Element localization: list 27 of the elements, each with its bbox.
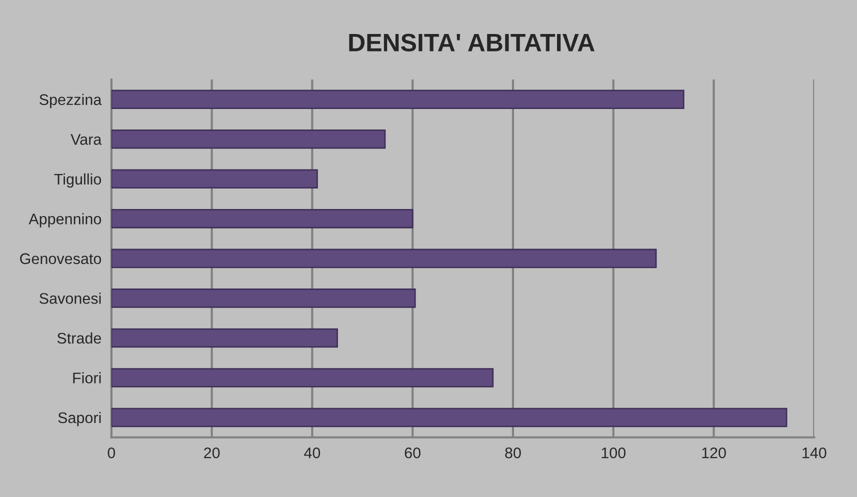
y-tick-label: Strade <box>57 332 102 344</box>
bar <box>111 169 318 189</box>
bar <box>111 328 338 348</box>
y-tick-label: Spezzina <box>40 94 102 108</box>
y-tick-label: Fiori <box>73 372 101 384</box>
bar <box>111 408 788 428</box>
x-tick-label: 0 <box>108 447 116 458</box>
bar <box>111 209 414 228</box>
bar <box>111 130 386 149</box>
y-tick-label: Appennino <box>28 213 102 228</box>
chart-title: DENSITA' ABITATIVA <box>349 34 595 52</box>
bar <box>111 248 657 268</box>
x-tick-label: 60 <box>404 447 420 458</box>
y-tick-label: Sapori <box>58 412 101 426</box>
y-tick-label: Tigullio <box>54 173 102 188</box>
x-tick-label: 140 <box>802 447 826 458</box>
bar <box>111 368 494 388</box>
bar <box>111 288 416 308</box>
x-tick-label: 20 <box>204 447 220 458</box>
y-tick-label: Vara <box>70 134 102 145</box>
x-tick-label: 100 <box>602 447 626 458</box>
y-tick-label: Genovesato <box>20 253 102 264</box>
bar <box>111 90 684 110</box>
x-tick-label: 120 <box>702 447 726 458</box>
x-tick-label: 40 <box>304 447 320 458</box>
x-tick-label: 80 <box>505 447 521 458</box>
y-tick-label: Savonesi <box>40 292 101 304</box>
